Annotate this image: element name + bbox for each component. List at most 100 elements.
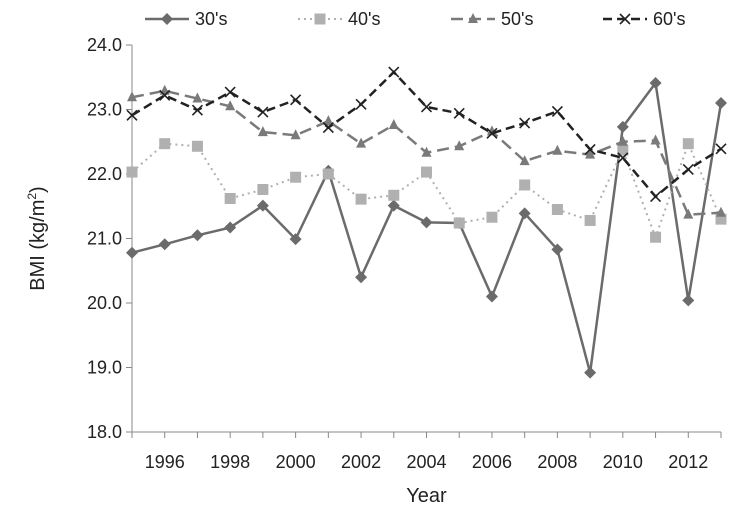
- data-point: [224, 86, 236, 98]
- y-tick-label: 21.0: [87, 229, 122, 249]
- data-point: [290, 171, 302, 183]
- x-axis-ticks: 1996 1998 2000 2002 2004 2006 2008 2010 2012: [131, 432, 722, 472]
- x-tick-label: 1996: [145, 452, 185, 472]
- data-point: [158, 238, 171, 251]
- data-point: [486, 211, 498, 223]
- marker-stroke: [388, 66, 400, 78]
- x-tick-label: 2012: [668, 452, 708, 472]
- y-tick-label: 23.0: [87, 100, 122, 120]
- marker-stroke: [617, 152, 629, 164]
- data-point: [191, 140, 203, 152]
- data-point: [159, 89, 171, 101]
- data-point: [552, 144, 563, 155]
- legend: 30's 40's 50's 60's: [145, 9, 685, 29]
- data-point: [454, 140, 465, 151]
- x-tick-label: 2002: [341, 452, 381, 472]
- data-point: [388, 118, 399, 129]
- x-tick-label: 2006: [472, 452, 512, 472]
- data-point: [289, 233, 302, 246]
- x-tick-label: 2010: [603, 452, 643, 472]
- data-point: [388, 66, 400, 78]
- data-point: [420, 101, 433, 113]
- data-point: [584, 143, 596, 156]
- marker-stroke: [715, 143, 727, 155]
- y-axis-title-main: BMI (kg/m: [27, 200, 49, 291]
- y-axis-title-superscript: 2: [25, 193, 39, 200]
- legend-marker: [468, 13, 478, 23]
- data-point: [616, 120, 629, 133]
- data-point: [519, 155, 530, 166]
- legend-label: 50's: [501, 9, 533, 29]
- data-point: [356, 137, 367, 148]
- y-axis-ticks: 18.0 19.0 20.0 21.0 22.0 23.0 24.0: [87, 35, 132, 442]
- data-point: [715, 97, 727, 110]
- data-point: [585, 148, 596, 159]
- y-axis-title: BMI (kg/m2): [25, 186, 49, 290]
- data-point: [518, 207, 531, 220]
- legend-item: 30's: [145, 9, 227, 29]
- marker-stroke: [159, 89, 171, 101]
- data-point: [584, 366, 597, 379]
- legend-label: 30's: [195, 9, 227, 29]
- data-point: [355, 193, 367, 205]
- marker-stroke: [551, 105, 563, 118]
- series-3: [127, 84, 726, 219]
- marker-stroke: [257, 106, 269, 118]
- data-point: [716, 206, 726, 217]
- data-point: [257, 126, 268, 137]
- series-2: [126, 138, 727, 243]
- data-point: [617, 144, 629, 156]
- data-point: [257, 183, 269, 195]
- axes: 18.0 19.0 20.0 21.0 22.0 23.0 24.0 1996 1998 200…: [87, 35, 722, 472]
- data-point: [420, 216, 433, 229]
- data-point: [126, 246, 138, 259]
- data-point: [126, 109, 138, 121]
- data-point: [519, 179, 531, 191]
- data-point: [290, 129, 301, 140]
- marker-stroke: [619, 13, 631, 25]
- data-point: [355, 98, 367, 110]
- marker-stroke: [355, 98, 367, 110]
- data-point: [682, 294, 695, 307]
- data-point: [323, 115, 334, 126]
- data-point: [224, 221, 237, 234]
- legend-marker: [619, 13, 631, 25]
- y-tick-label: 22.0: [87, 164, 122, 184]
- x-tick-label: 2000: [276, 452, 316, 472]
- data-point: [617, 152, 629, 164]
- legend-item: 50's: [451, 9, 533, 29]
- marker-stroke: [224, 86, 236, 98]
- data-point: [453, 107, 465, 119]
- legend-item: 40's: [298, 9, 380, 29]
- data-point: [715, 213, 727, 225]
- y-tick-label: 24.0: [87, 35, 122, 55]
- data-point: [682, 138, 694, 150]
- y-tick-label: 19.0: [87, 358, 122, 378]
- data-point: [257, 106, 269, 118]
- data-point: [159, 84, 170, 95]
- marker-stroke: [649, 191, 662, 203]
- series-1: [126, 77, 727, 379]
- marker-stroke: [682, 163, 694, 176]
- marker-stroke: [322, 121, 334, 134]
- data-point: [191, 104, 204, 116]
- data-point: [388, 189, 400, 201]
- data-point: [387, 199, 400, 212]
- data-point: [453, 217, 465, 229]
- y-tick-label: 20.0: [87, 293, 122, 313]
- data-point: [649, 191, 662, 203]
- data-point: [322, 168, 334, 180]
- marker-stroke: [420, 101, 433, 113]
- data-point: [355, 271, 368, 284]
- data-point: [551, 243, 564, 256]
- data-point: [617, 135, 628, 146]
- y-tick-label: 18.0: [87, 422, 122, 442]
- x-tick-label: 1998: [210, 452, 250, 472]
- data-point: [256, 199, 269, 212]
- series-layer: [126, 66, 727, 379]
- data-point: [683, 208, 694, 219]
- data-point: [126, 166, 138, 178]
- data-point: [421, 146, 432, 157]
- data-point: [551, 105, 563, 118]
